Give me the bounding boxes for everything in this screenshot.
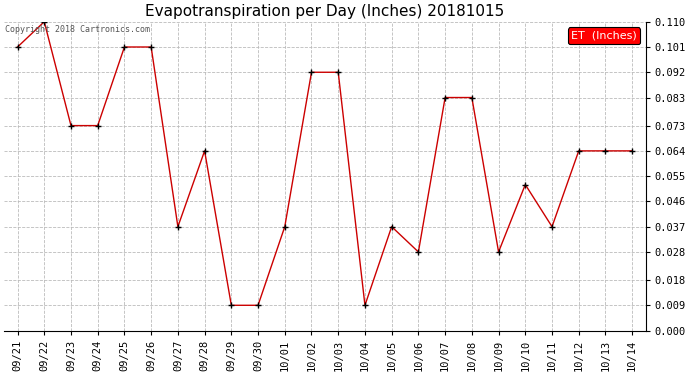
Legend: ET  (Inches): ET (Inches) bbox=[568, 27, 640, 44]
Title: Evapotranspiration per Day (Inches) 20181015: Evapotranspiration per Day (Inches) 2018… bbox=[145, 4, 504, 19]
Text: Copyright 2018 Cartronics.com: Copyright 2018 Cartronics.com bbox=[5, 25, 150, 34]
